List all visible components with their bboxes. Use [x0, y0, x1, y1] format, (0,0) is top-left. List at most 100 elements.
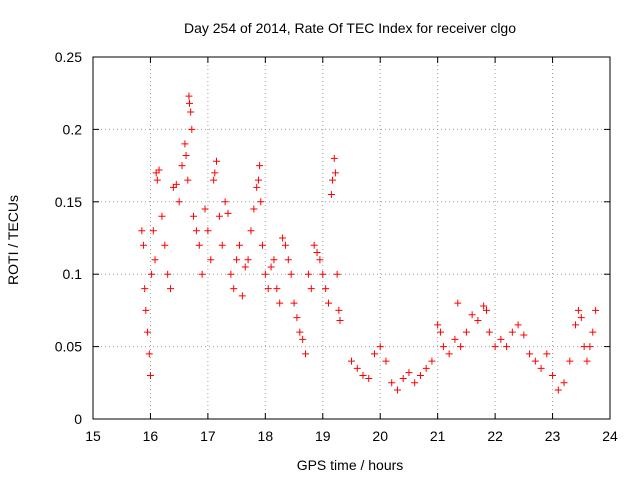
data-point	[293, 314, 301, 322]
data-point	[330, 154, 338, 162]
x-tick-label: 18	[258, 428, 274, 444]
data-point	[169, 183, 177, 191]
data-point	[451, 335, 459, 343]
data-point	[583, 357, 591, 365]
data-point	[211, 169, 219, 177]
data-point	[224, 209, 232, 217]
axis-ticks	[92, 56, 611, 420]
data-point	[310, 241, 318, 249]
y-tick-label: 0.2	[63, 121, 83, 137]
x-tick-labels: 15 16 17 18 19 20 21 22 23 24	[85, 428, 618, 444]
data-point	[526, 350, 534, 358]
data-point	[335, 306, 343, 314]
data-point	[186, 99, 194, 107]
data-point	[307, 285, 315, 293]
x-tick-label: 24	[602, 428, 618, 444]
data-point	[589, 328, 597, 336]
data-point	[144, 328, 152, 336]
data-point	[333, 270, 341, 278]
y-tick-label: 0.25	[55, 49, 82, 65]
data-point	[485, 328, 493, 336]
data-point	[253, 183, 261, 191]
y-tick-label: 0.05	[55, 339, 82, 355]
data-point	[474, 317, 482, 325]
data-point	[257, 198, 265, 206]
data-point	[152, 169, 160, 177]
data-point	[434, 321, 442, 329]
data-point	[227, 270, 235, 278]
data-point	[151, 256, 159, 264]
y-tick-label: 0	[74, 411, 82, 427]
data-point	[491, 343, 499, 351]
y-axis-title: ROTI / TECUs	[5, 195, 21, 285]
data-point	[175, 198, 183, 206]
data-point	[140, 241, 148, 249]
data-point	[411, 379, 419, 387]
data-point	[145, 350, 153, 358]
data-point	[508, 328, 516, 336]
data-point	[148, 270, 156, 278]
data-point	[445, 350, 453, 358]
data-point	[299, 335, 307, 343]
data-point	[247, 227, 255, 235]
data-point	[207, 256, 215, 264]
data-point	[256, 162, 264, 170]
y-tick-labels: 0 0.05 0.1 0.15 0.2 0.25	[55, 49, 82, 427]
data-point	[393, 386, 401, 394]
data-point	[348, 357, 355, 365]
data-point	[188, 125, 196, 133]
data-point	[233, 256, 241, 264]
data-point	[221, 198, 229, 206]
data-point	[290, 299, 298, 307]
data-point	[138, 227, 146, 235]
data-point	[316, 256, 324, 264]
data-point	[319, 270, 327, 278]
data-point	[405, 369, 413, 377]
data-point	[142, 306, 150, 314]
data-point	[161, 241, 169, 249]
data-point	[270, 256, 278, 264]
data-point	[497, 335, 505, 343]
data-point	[184, 176, 192, 184]
data-point	[329, 176, 337, 184]
data-point	[218, 241, 226, 249]
y-tick-label: 0.15	[55, 194, 82, 210]
data-point	[304, 270, 312, 278]
data-point	[195, 241, 203, 249]
data-point	[336, 317, 344, 325]
data-point	[276, 299, 284, 307]
data-point	[327, 191, 335, 199]
data-point	[192, 227, 200, 235]
data-point	[592, 306, 600, 314]
data-point	[422, 364, 430, 372]
data-point	[281, 241, 289, 249]
data-point	[322, 285, 330, 293]
data-point	[198, 270, 206, 278]
data-point	[178, 162, 186, 170]
data-point	[531, 357, 539, 365]
data-point	[359, 372, 367, 380]
data-point	[279, 234, 287, 242]
data-point	[439, 343, 447, 351]
data-point	[181, 140, 189, 148]
plot-frame	[92, 56, 611, 420]
data-point	[287, 270, 295, 278]
data-point	[235, 241, 243, 249]
x-tick-label: 17	[200, 428, 216, 444]
data-point	[273, 285, 281, 293]
data-point	[155, 166, 163, 174]
data-point	[454, 299, 462, 307]
data-points	[138, 92, 600, 394]
data-point	[554, 386, 562, 394]
data-point	[370, 350, 378, 358]
data-point	[468, 311, 476, 319]
data-point	[457, 343, 465, 351]
data-point	[238, 292, 246, 300]
data-point	[261, 270, 269, 278]
data-point	[376, 343, 384, 351]
data-point	[164, 270, 172, 278]
data-point	[586, 343, 594, 351]
chart-title: Day 254 of 2014, Rate Of TEC Index for r…	[184, 20, 516, 36]
data-point	[187, 108, 195, 116]
